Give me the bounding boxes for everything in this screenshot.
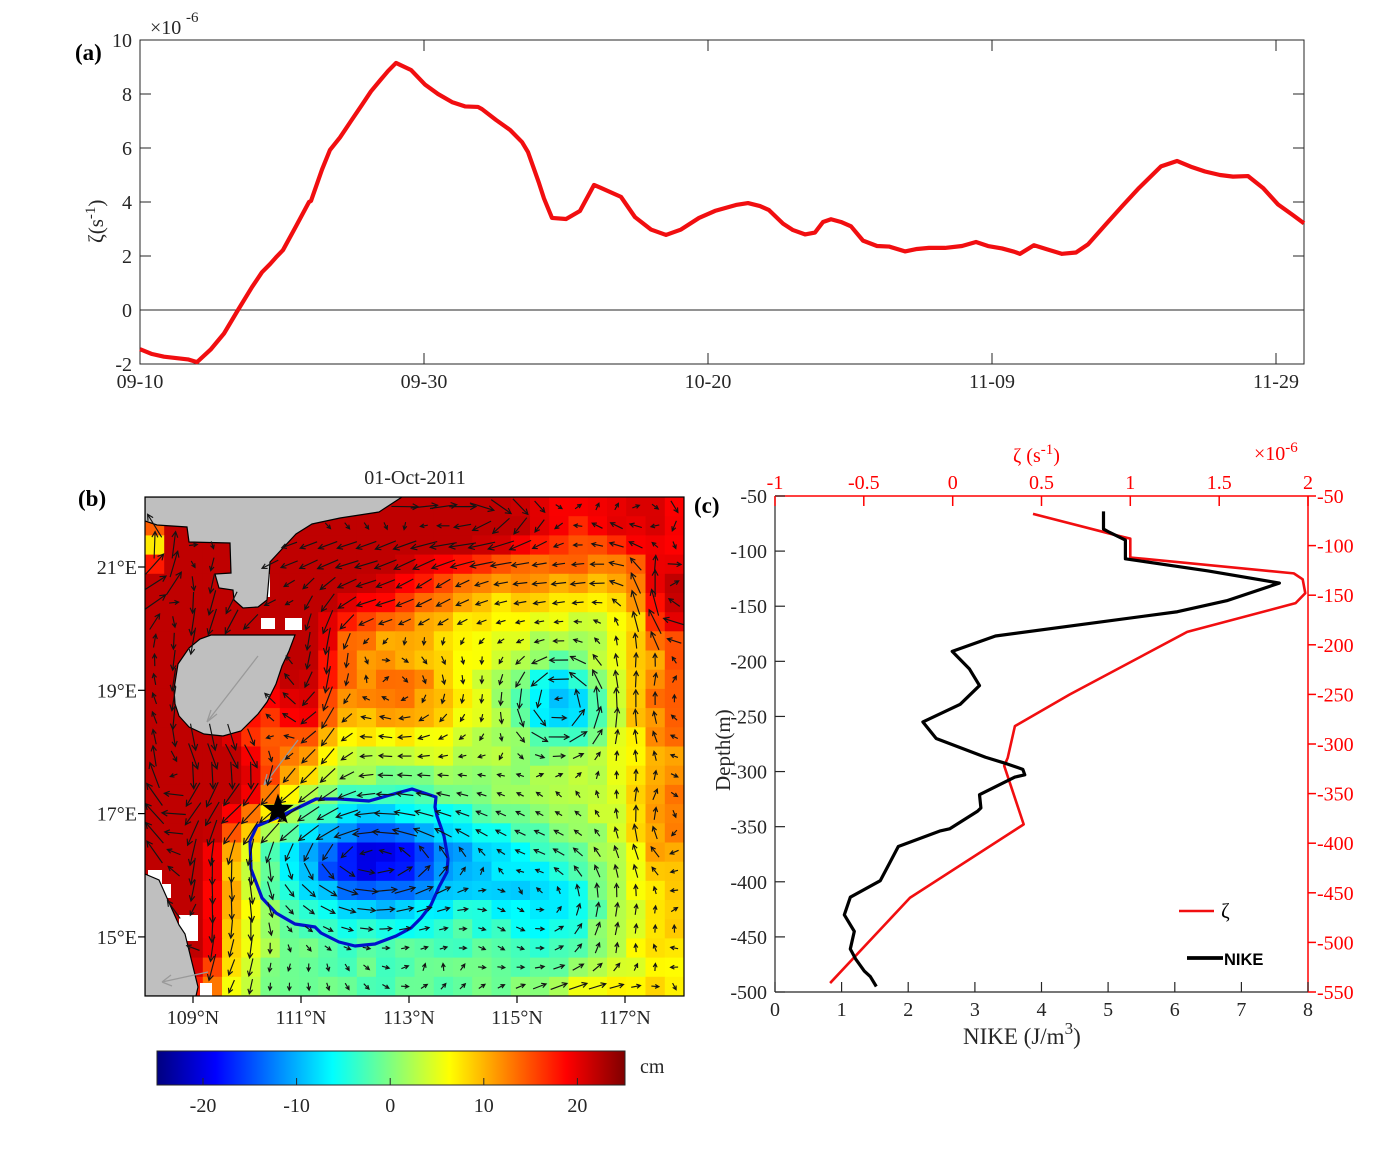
svg-text:-200: -200	[1317, 635, 1354, 657]
svg-text:11-09: 11-09	[969, 371, 1015, 393]
svg-text:111°N: 111°N	[276, 1007, 327, 1029]
svg-text:4: 4	[122, 192, 132, 214]
svg-text:ζ (s-1): ζ (s-1)	[1013, 442, 1060, 467]
svg-text:0: 0	[770, 999, 780, 1021]
svg-text:20: 20	[567, 1095, 587, 1117]
svg-text:-1: -1	[767, 472, 784, 494]
svg-text:01-Oct-2011: 01-Oct-2011	[364, 467, 465, 489]
svg-text:8: 8	[122, 84, 132, 106]
svg-text:-400: -400	[1317, 833, 1354, 855]
svg-text:2: 2	[903, 999, 913, 1021]
svg-text:3: 3	[970, 999, 980, 1021]
svg-text:-500: -500	[730, 982, 767, 1004]
svg-text:4: 4	[1037, 999, 1047, 1021]
svg-text:Depth(m): Depth(m)	[711, 709, 735, 791]
svg-text:-100: -100	[1317, 536, 1354, 558]
svg-text:0: 0	[385, 1095, 395, 1117]
svg-text:-450: -450	[730, 927, 767, 949]
svg-text:109°N: 109°N	[167, 1007, 219, 1029]
svg-text:-250: -250	[730, 706, 767, 728]
svg-text:-300: -300	[730, 762, 767, 784]
svg-text:-6: -6	[186, 10, 199, 26]
svg-text:×10: ×10	[150, 17, 181, 39]
svg-text:09-30: 09-30	[401, 371, 448, 393]
svg-text:-200: -200	[730, 651, 767, 673]
svg-text:(b): (b)	[78, 486, 106, 511]
svg-text:-400: -400	[730, 872, 767, 894]
svg-text:(a): (a)	[75, 40, 102, 65]
svg-text:10-20: 10-20	[685, 371, 732, 393]
svg-text:1: 1	[1125, 472, 1135, 494]
svg-text:2: 2	[122, 246, 132, 268]
svg-text:(c): (c)	[694, 493, 720, 518]
svg-text:ζ(s-1): ζ(s-1)	[83, 200, 108, 243]
svg-text:19°E: 19°E	[97, 680, 137, 702]
svg-text:0.5: 0.5	[1029, 472, 1054, 494]
svg-text:-150: -150	[1317, 585, 1354, 607]
svg-text:-350: -350	[1317, 784, 1354, 806]
svg-text:8: 8	[1303, 999, 1313, 1021]
svg-text:ζ: ζ	[1221, 899, 1230, 923]
svg-text:-2: -2	[115, 354, 132, 376]
svg-text:-10: -10	[283, 1095, 310, 1117]
svg-text:-50: -50	[1317, 486, 1344, 508]
svg-text:09-10: 09-10	[117, 371, 164, 393]
svg-text:6: 6	[1170, 999, 1180, 1021]
svg-text:117°N: 117°N	[599, 1007, 651, 1029]
svg-text:NIKE: NIKE	[1224, 951, 1263, 969]
svg-text:11-29: 11-29	[1253, 371, 1299, 393]
svg-text:1: 1	[837, 999, 847, 1021]
svg-text:2: 2	[1303, 472, 1313, 494]
svg-text:21°E: 21°E	[97, 557, 137, 579]
svg-text:-350: -350	[730, 817, 767, 839]
svg-text:7: 7	[1236, 999, 1246, 1021]
svg-text:-50: -50	[740, 486, 767, 508]
svg-text:0: 0	[122, 300, 132, 322]
svg-text:10: 10	[474, 1095, 494, 1117]
svg-text:6: 6	[122, 138, 132, 160]
svg-text:-100: -100	[730, 541, 767, 563]
svg-text:NIKE (J/m3): NIKE (J/m3)	[963, 1019, 1081, 1049]
svg-text:5: 5	[1103, 999, 1113, 1021]
svg-text:-550: -550	[1317, 982, 1354, 1004]
svg-text:10: 10	[112, 30, 132, 52]
svg-text:-250: -250	[1317, 684, 1354, 706]
svg-text:cm: cm	[640, 1056, 665, 1078]
svg-text:1.5: 1.5	[1207, 472, 1232, 494]
svg-text:113°N: 113°N	[383, 1007, 435, 1029]
svg-text:15°E: 15°E	[97, 927, 137, 949]
svg-text:-20: -20	[190, 1095, 217, 1117]
svg-text:-500: -500	[1317, 932, 1354, 954]
svg-text:0: 0	[948, 472, 958, 494]
svg-text:-300: -300	[1317, 734, 1354, 756]
svg-text:-150: -150	[730, 596, 767, 618]
svg-text:-0.5: -0.5	[848, 472, 880, 494]
svg-text:-450: -450	[1317, 883, 1354, 905]
svg-text:17°E: 17°E	[97, 804, 137, 826]
svg-text:115°N: 115°N	[491, 1007, 543, 1029]
